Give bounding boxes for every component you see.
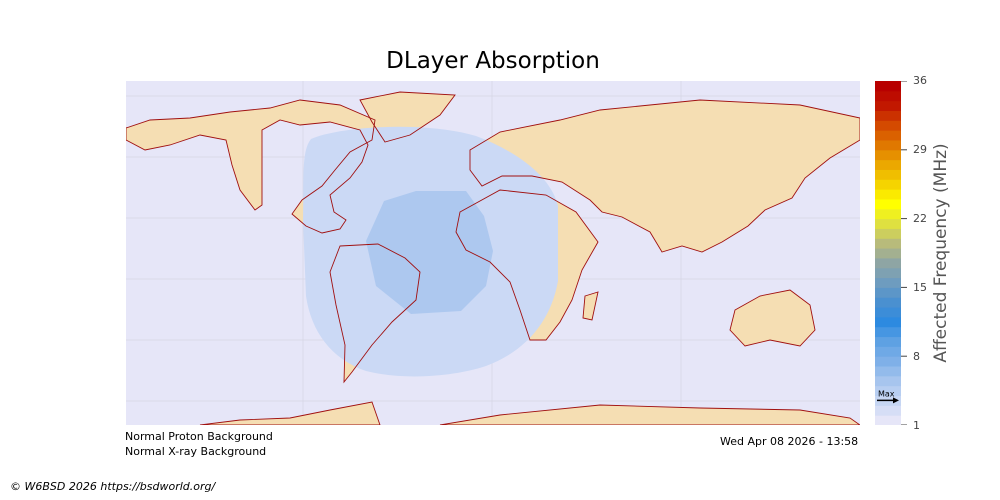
colorbar-band: [875, 100, 901, 111]
coast-australia: [729, 289, 816, 347]
colorbar-band: [875, 228, 901, 239]
colorbar-band: [875, 139, 901, 151]
colorbar-band: [875, 159, 901, 170]
max-marker-label: Max: [878, 389, 895, 398]
colorbar-band: [875, 346, 901, 357]
xray-status: Normal X-ray Background: [125, 445, 267, 458]
colorbar-band: [875, 238, 901, 249]
colorbar-band: [875, 267, 901, 279]
proton-status: Normal Proton Background: [125, 430, 273, 443]
coast-africa: [455, 189, 599, 341]
colorbar-band: [875, 415, 901, 425]
colorbar-band: [875, 375, 901, 387]
colorbar-band: [875, 326, 901, 338]
colorbar-band: [875, 316, 901, 328]
colorbar-band: [875, 287, 901, 298]
colorbar-band: [875, 179, 901, 190]
colorbar-band: [875, 120, 901, 131]
tick-1: 1: [913, 419, 920, 432]
colorbar-band: [875, 198, 901, 210]
colorbar-band: [875, 297, 901, 308]
land-antarctica-west: [200, 402, 380, 425]
copyright: © W6BSD 2026 https://bsdworld.org/: [10, 480, 216, 493]
colorbar-band: [875, 189, 901, 200]
colorbar-band: [875, 218, 901, 229]
colorbar-band: [875, 248, 901, 259]
colorbar-band: [875, 208, 901, 220]
coast-madagascar: [582, 291, 599, 321]
colorbar: Max: [875, 81, 907, 425]
tick-29: 29: [913, 143, 927, 156]
coast-antarctica-east: [439, 404, 860, 425]
colorbar-band: [875, 169, 901, 180]
colorbar-band: [875, 336, 901, 347]
colorbar-band: [875, 90, 901, 102]
colorbar-band: [875, 257, 901, 269]
land-eurasia: [470, 100, 860, 252]
colorbar-band: [875, 385, 901, 397]
tick-36: 36: [913, 74, 927, 87]
colorbar-band: [875, 277, 901, 288]
coast-north-america: [126, 99, 376, 234]
colorbar-band: [875, 110, 901, 121]
colorbar-band: [875, 366, 901, 377]
colorbar-band: [875, 81, 901, 92]
land-madagascar: [583, 292, 598, 320]
colorbar-band: [875, 307, 901, 318]
tick-15: 15: [913, 281, 927, 294]
coastlines: [126, 91, 860, 425]
max-marker-arrowhead: [893, 397, 899, 404]
colorbar-band: [875, 149, 901, 161]
colorbar-band: [875, 130, 901, 141]
coast-greenland: [359, 91, 456, 143]
land-antarctica-east: [440, 405, 860, 425]
tick-8: 8: [913, 350, 920, 363]
coast-south-america: [329, 243, 421, 384]
colorbar-band: [875, 356, 901, 367]
timestamp: Wed Apr 08 2026 - 13:58: [720, 435, 859, 448]
colorbar-label: Affected Frequency (MHz): [931, 143, 951, 363]
absorption-inner-region: [366, 191, 493, 314]
chart-title: DLayer Absorption: [386, 48, 600, 74]
tick-22: 22: [913, 212, 927, 225]
land-australia: [730, 290, 815, 346]
colorbar-band: [875, 405, 901, 416]
coast-eurasia: [469, 99, 860, 253]
world-map: [126, 81, 860, 425]
coast-antarctica-west: [199, 401, 381, 425]
